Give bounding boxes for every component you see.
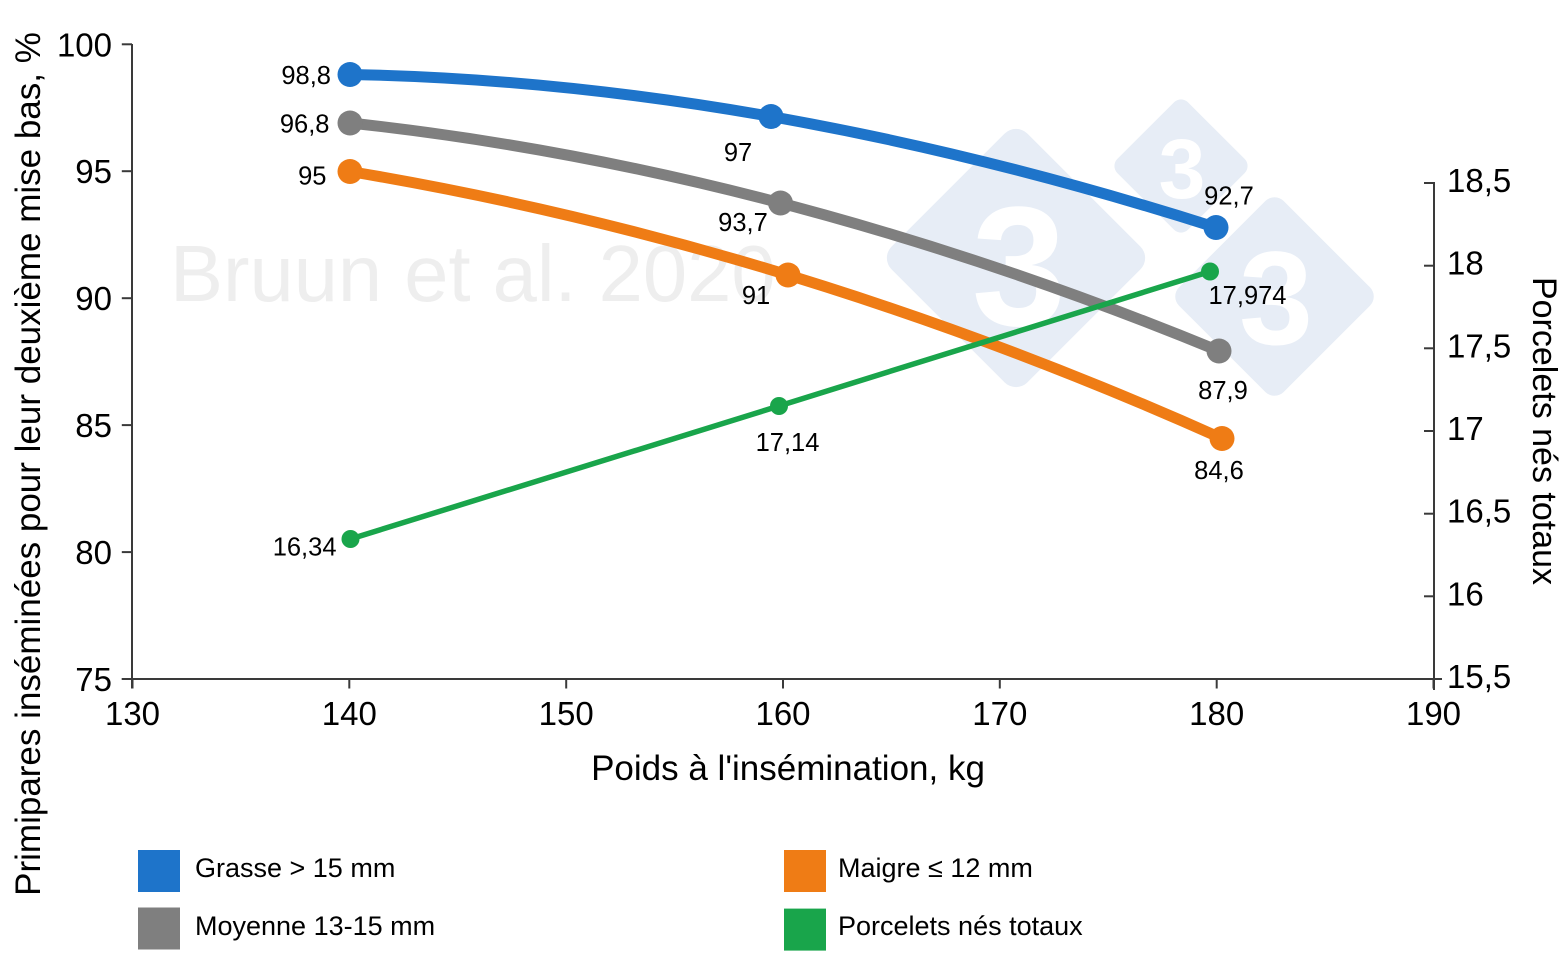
- svg-text:16: 16: [1447, 575, 1484, 612]
- svg-text:17,974: 17,974: [1209, 282, 1287, 310]
- svg-text:Poids à l'insémination, kg: Poids à l'insémination, kg: [591, 749, 985, 788]
- svg-text:75: 75: [75, 661, 112, 698]
- svg-text:180: 180: [1189, 695, 1244, 732]
- svg-text:Moyenne 13-15 mm: Moyenne 13-15 mm: [195, 911, 435, 941]
- svg-text:Primipares inséminées pour leu: Primipares inséminées pour leur deuxième…: [9, 32, 48, 896]
- svg-text:17,14: 17,14: [756, 429, 820, 457]
- svg-text:130: 130: [105, 695, 160, 732]
- svg-text:Grasse > 15 mm: Grasse > 15 mm: [195, 853, 395, 883]
- svg-text:16,34: 16,34: [273, 534, 337, 562]
- svg-text:3: 3: [1159, 122, 1206, 216]
- svg-text:85: 85: [75, 407, 112, 444]
- svg-text:87,9: 87,9: [1198, 377, 1248, 405]
- svg-text:17,5: 17,5: [1447, 327, 1511, 364]
- svg-text:93,7: 93,7: [718, 209, 768, 237]
- svg-text:170: 170: [972, 695, 1027, 732]
- svg-text:Maigre ≤ 12 mm: Maigre ≤ 12 mm: [838, 853, 1033, 883]
- svg-text:100: 100: [57, 26, 112, 63]
- svg-text:15,5: 15,5: [1447, 658, 1511, 695]
- svg-text:190: 190: [1406, 695, 1461, 732]
- svg-text:18,5: 18,5: [1447, 162, 1511, 199]
- svg-text:140: 140: [322, 695, 377, 732]
- svg-text:Porcelets nés totaux: Porcelets nés totaux: [838, 911, 1083, 941]
- svg-text:16,5: 16,5: [1447, 493, 1511, 530]
- svg-text:91: 91: [742, 282, 770, 310]
- svg-text:90: 90: [75, 280, 112, 317]
- svg-text:92,7: 92,7: [1204, 183, 1254, 211]
- svg-text:150: 150: [539, 695, 594, 732]
- svg-text:96,8: 96,8: [280, 111, 330, 139]
- svg-text:3: 3: [1239, 225, 1313, 373]
- svg-text:84,6: 84,6: [1194, 457, 1244, 485]
- svg-text:98,8: 98,8: [281, 62, 331, 90]
- svg-text:95: 95: [298, 163, 326, 191]
- svg-text:Porcelets nés totaux: Porcelets nés totaux: [1525, 277, 1563, 585]
- svg-text:17: 17: [1447, 410, 1484, 447]
- svg-text:97: 97: [724, 139, 752, 167]
- svg-text:95: 95: [75, 153, 112, 190]
- svg-text:160: 160: [755, 695, 810, 732]
- svg-text:80: 80: [75, 534, 112, 571]
- svg-text:18: 18: [1447, 245, 1484, 282]
